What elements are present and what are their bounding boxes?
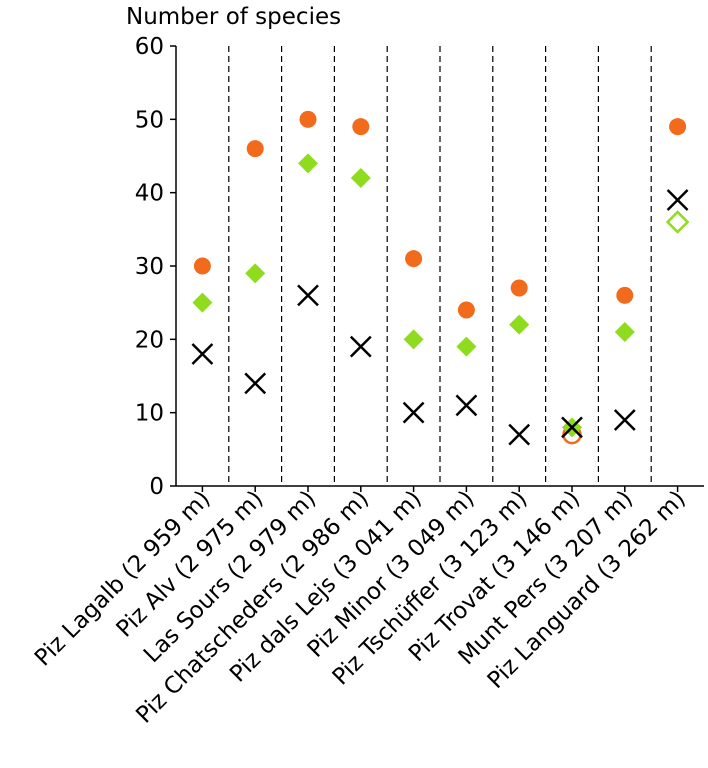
cross-marker — [561, 416, 583, 439]
cross-marker — [191, 343, 214, 365]
diamond-marker — [245, 263, 266, 284]
y-tick-label: 40 — [135, 181, 164, 207]
y-tick-label: 50 — [135, 107, 164, 133]
cross-marker — [244, 372, 267, 395]
cross-marker — [455, 394, 478, 417]
data-points — [191, 110, 690, 446]
category-separators — [228, 46, 652, 486]
diamond-marker — [403, 329, 424, 350]
y-tick-label: 0 — [149, 474, 164, 500]
diamond-marker — [456, 336, 477, 357]
circle-marker — [299, 110, 317, 128]
circle-marker — [405, 250, 423, 268]
circle-marker — [352, 118, 370, 136]
y-axis-ticks: 0 10 20 30 40 50 60 — [135, 34, 176, 500]
y-tick-label: 20 — [135, 327, 164, 353]
y-tick-label: 10 — [135, 401, 164, 427]
y-axis-title: Number of species — [126, 4, 341, 30]
cross-marker — [402, 401, 425, 424]
y-tick-label: 30 — [135, 254, 164, 280]
cross-marker — [613, 409, 636, 431]
circle-marker — [457, 301, 475, 319]
diamond-marker — [298, 153, 318, 174]
circle-marker — [193, 257, 211, 275]
x-axis-labels: Piz Lagalb (2 959 m)Piz Alv (2 975 m)Las… — [30, 486, 691, 729]
cross-marker — [349, 335, 372, 358]
y-tick-label: 60 — [135, 34, 164, 60]
circle-marker — [246, 140, 264, 158]
diamond-marker — [192, 292, 213, 313]
cross-marker — [666, 189, 689, 211]
diamond-marker — [509, 314, 530, 335]
diamond-marker — [614, 322, 635, 342]
cross-marker — [297, 284, 319, 307]
circle-marker — [669, 118, 687, 136]
circle-marker — [616, 286, 634, 304]
diamond-marker — [665, 210, 690, 234]
circle-marker — [510, 279, 528, 297]
diamond-marker — [350, 168, 371, 188]
cross-marker — [508, 423, 531, 446]
